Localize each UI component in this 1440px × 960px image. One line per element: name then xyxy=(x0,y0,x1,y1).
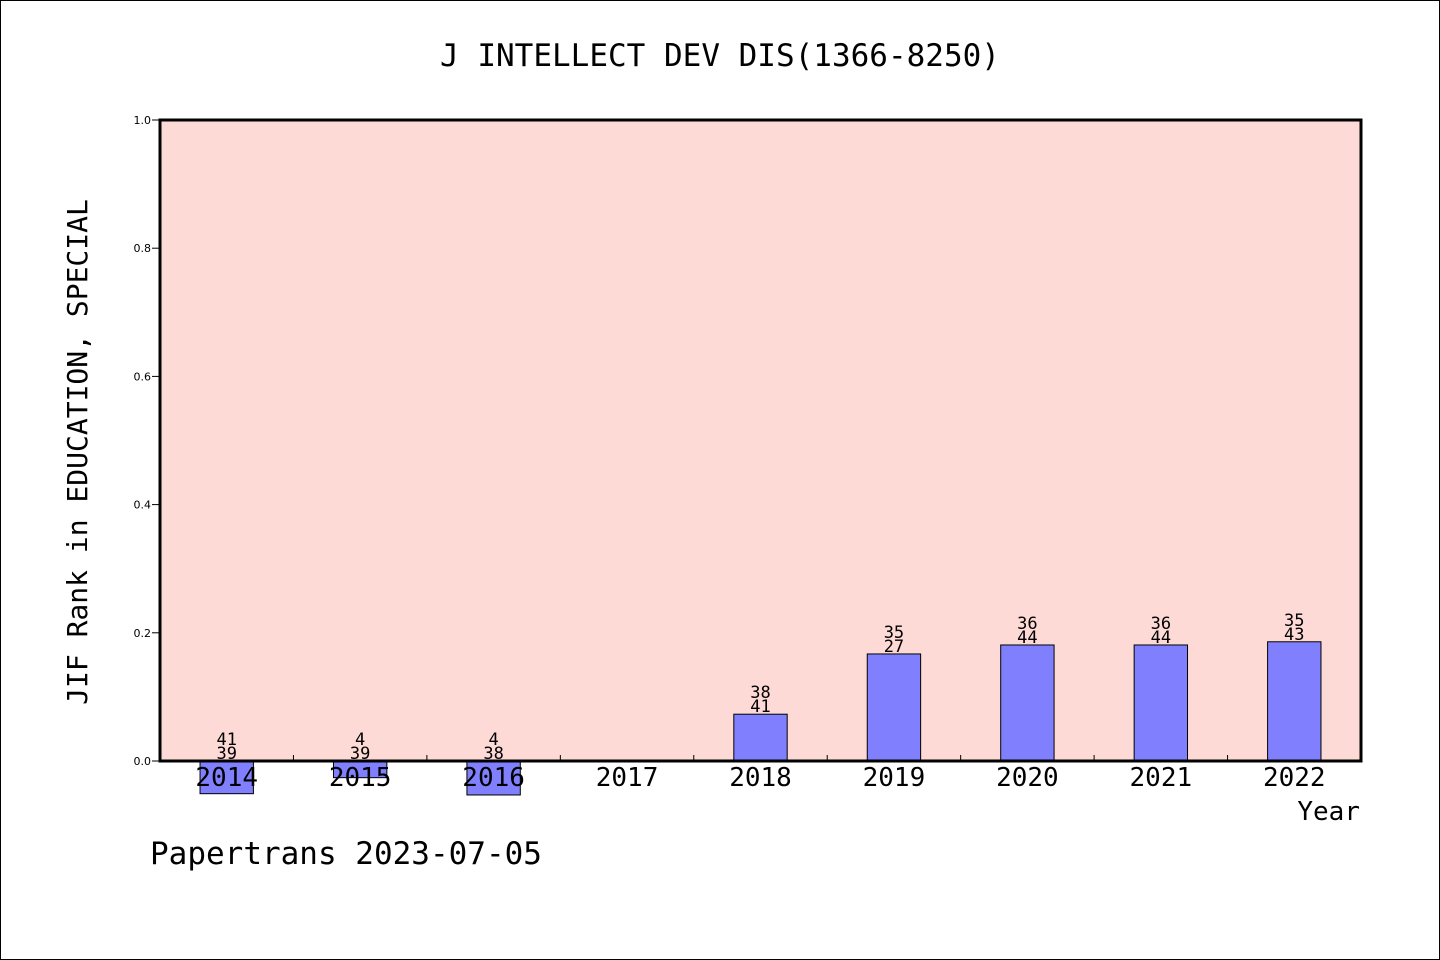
x-tick-label: 2019 xyxy=(863,763,926,793)
x-tick-label: 2022 xyxy=(1263,763,1326,793)
bar-label-top: 36 xyxy=(1151,614,1171,634)
x-tick-label: 2021 xyxy=(1130,763,1193,793)
bar-label-top: 35 xyxy=(1284,611,1304,631)
x-tick-label: 2017 xyxy=(596,763,659,793)
x-tick-label: 2015 xyxy=(329,763,392,793)
bar-label-bottom: 41 xyxy=(750,697,770,717)
y-axis: 0.0 0.2 0.4 0.6 0.8 1.0 xyxy=(134,114,160,768)
bar-label-bottom: 27 xyxy=(884,637,904,657)
x-tick-label: 2014 xyxy=(195,763,258,793)
bar-label-top: 36 xyxy=(1017,614,1037,634)
footer-credit: Papertrans 2023-07-05 xyxy=(150,836,542,872)
bar-label-bottom: 38 xyxy=(483,744,503,764)
bar xyxy=(1000,644,1055,762)
bar-label-top: 4 xyxy=(488,730,498,750)
bar xyxy=(1267,641,1322,762)
bar-label-top: 35 xyxy=(884,623,904,643)
bar-label-top: 41 xyxy=(216,730,236,750)
y-tick-label: 0.4 xyxy=(134,499,152,512)
chart-title: J INTELLECT DEV DIS(1366-8250) xyxy=(440,38,1000,74)
x-tick-label: 2020 xyxy=(996,763,1059,793)
bar-label-bottom: 44 xyxy=(1017,628,1037,648)
y-tick-label: 0.8 xyxy=(134,242,152,255)
y-tick-label: 1.0 xyxy=(134,114,152,127)
y-axis-label: JIF Rank in EDUCATION, SPECIAL xyxy=(61,199,94,705)
y-tick-label: 0.2 xyxy=(134,627,152,640)
bar-label-top: 38 xyxy=(750,683,770,703)
bar-label-bottom: 44 xyxy=(1151,628,1171,648)
bars-group xyxy=(199,641,1322,796)
bar-label-bottom: 43 xyxy=(1284,625,1304,645)
bar-label-bottom: 39 xyxy=(216,744,236,764)
bar-label-bottom: 39 xyxy=(350,744,370,764)
plot-border xyxy=(158,118,1363,763)
x-axis: 2014 2015 2016 2017 2018 2019 2020 2021 2022 xyxy=(195,755,1326,793)
y-tick-label: 0.0 xyxy=(134,755,152,768)
x-axis-label: Year xyxy=(1297,797,1360,827)
bar xyxy=(733,713,788,762)
bar xyxy=(866,653,922,762)
y-tick-label: 0.6 xyxy=(134,370,152,383)
x-tick-label: 2016 xyxy=(462,763,525,793)
bar xyxy=(466,760,521,796)
bar xyxy=(1133,644,1189,762)
x-tick-label: 2018 xyxy=(729,763,792,793)
bar-label-top: 4 xyxy=(355,730,365,750)
